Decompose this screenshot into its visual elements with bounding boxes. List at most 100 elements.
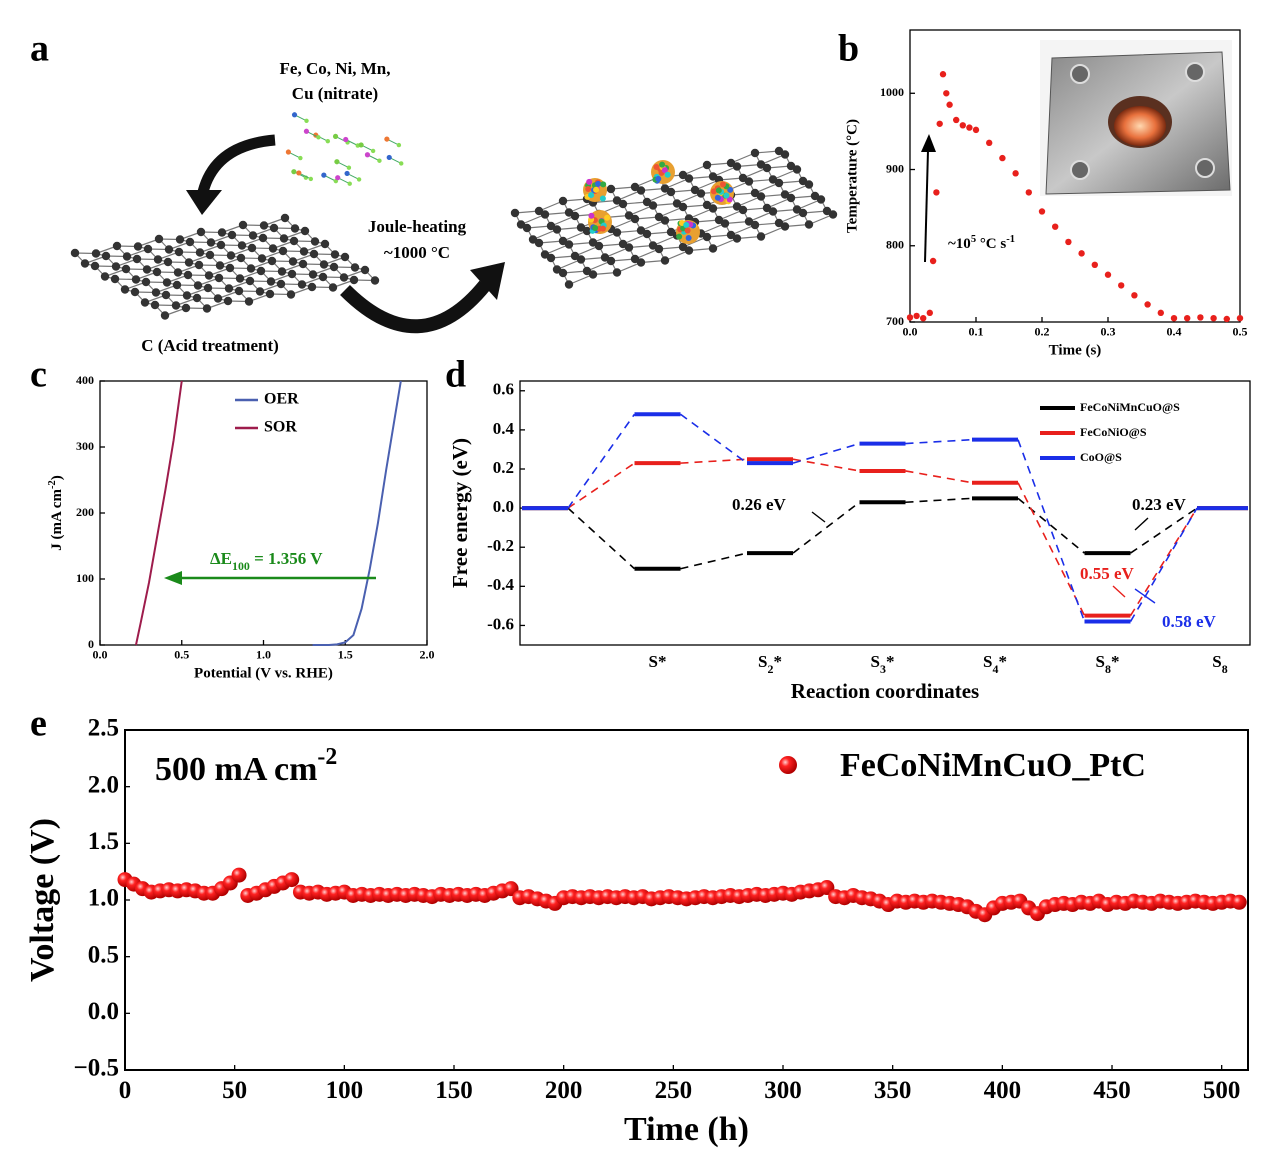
data-point <box>231 867 247 883</box>
data-point <box>913 312 920 320</box>
connector <box>792 442 860 464</box>
atom <box>582 226 592 236</box>
atom <box>100 272 110 281</box>
y-axis-label: Voltage (V) <box>24 818 61 982</box>
bond <box>556 258 582 271</box>
bond <box>664 177 690 190</box>
annotation-arrow <box>811 511 826 523</box>
atom <box>558 268 568 278</box>
data-point <box>933 189 940 196</box>
bond <box>544 243 570 256</box>
atom <box>684 246 694 255</box>
atom <box>171 301 181 310</box>
atom <box>236 253 246 263</box>
atom <box>151 288 161 297</box>
nanoparticle-atom <box>599 225 606 232</box>
atom <box>510 208 520 218</box>
arrow-head <box>470 262 505 300</box>
atom <box>80 259 90 268</box>
atom <box>131 275 141 284</box>
atom <box>349 275 359 285</box>
bond <box>676 192 702 205</box>
legend-label: FeCoNiMnCuO_PtC <box>840 747 1146 784</box>
atom <box>213 294 223 303</box>
atom <box>330 250 340 259</box>
x-tick-label: 0.4 <box>1167 325 1182 339</box>
atom <box>618 199 628 209</box>
atom <box>286 290 296 299</box>
atom <box>804 220 814 229</box>
atom <box>183 270 193 280</box>
x-tick-label-part: * <box>886 652 895 671</box>
connector <box>1017 482 1086 617</box>
atom <box>268 244 278 253</box>
annotation-part: °C s <box>976 236 1006 252</box>
x-tick-label: 400 <box>984 1077 1022 1104</box>
atom <box>160 311 170 320</box>
data-point <box>284 872 300 888</box>
x-axis-label: Potential (V vs. RHE) <box>194 666 333 682</box>
atom <box>339 273 349 282</box>
atom <box>750 220 760 230</box>
atom <box>121 264 131 274</box>
atom <box>152 267 162 277</box>
molecule-atom <box>308 176 314 182</box>
bond <box>568 273 594 286</box>
bond <box>532 228 558 241</box>
data-point <box>1091 261 1099 269</box>
annotation: ~105 °C s-1 <box>948 234 1015 253</box>
precursor-label: Fe, Co, Ni, Mn, <box>280 59 391 78</box>
data-point <box>1012 170 1019 177</box>
atom <box>280 213 290 223</box>
bond <box>616 189 642 202</box>
atom <box>792 165 802 174</box>
bond <box>748 210 774 223</box>
atom <box>192 293 202 303</box>
data-point <box>929 257 937 265</box>
data-point <box>972 126 980 134</box>
legend-label: FeCoNiO@S <box>1080 425 1147 439</box>
bond <box>718 209 744 221</box>
bond <box>760 153 786 166</box>
annotation-part: -1 <box>1006 234 1015 245</box>
bond <box>682 164 708 176</box>
connector <box>905 497 973 504</box>
nanoparticle-atom <box>586 178 593 185</box>
data-point <box>1052 223 1059 230</box>
bond <box>796 198 822 211</box>
atom <box>175 235 185 244</box>
atom <box>257 254 267 263</box>
atom <box>534 238 544 248</box>
nanoparticle-atom <box>727 186 734 193</box>
molecule-atom <box>303 128 310 134</box>
atom <box>164 245 174 254</box>
nanoparticle-atom <box>661 167 668 174</box>
connector <box>905 438 973 445</box>
x-tick-label-part: S* <box>649 652 667 671</box>
atom <box>101 251 111 261</box>
atom <box>678 202 688 212</box>
atom <box>238 220 248 230</box>
molecule-atom <box>377 158 382 163</box>
atom <box>120 285 130 294</box>
data-point <box>1065 238 1072 246</box>
atom <box>310 237 320 246</box>
molecule-atom <box>296 170 302 176</box>
y-tick-label: 700 <box>886 314 904 328</box>
rate-arrow-head <box>921 134 936 152</box>
y-axis-label-part: ) <box>49 475 65 480</box>
x-tick-label: 0.0 <box>903 325 918 339</box>
atom <box>636 258 646 267</box>
data-point <box>946 101 953 108</box>
precursor-label: Cu (nitrate) <box>292 84 378 103</box>
y-axis-label: Free energy (eV) <box>448 438 472 588</box>
x-axis-label: Time (h) <box>624 1111 749 1148</box>
y-tick-label: -0.6 <box>487 614 514 633</box>
connector <box>1017 439 1086 622</box>
data-point <box>986 139 993 147</box>
bond <box>742 167 768 179</box>
bond <box>712 165 738 178</box>
bond <box>550 215 576 227</box>
molecule-atom <box>364 152 371 158</box>
atom <box>558 196 568 206</box>
